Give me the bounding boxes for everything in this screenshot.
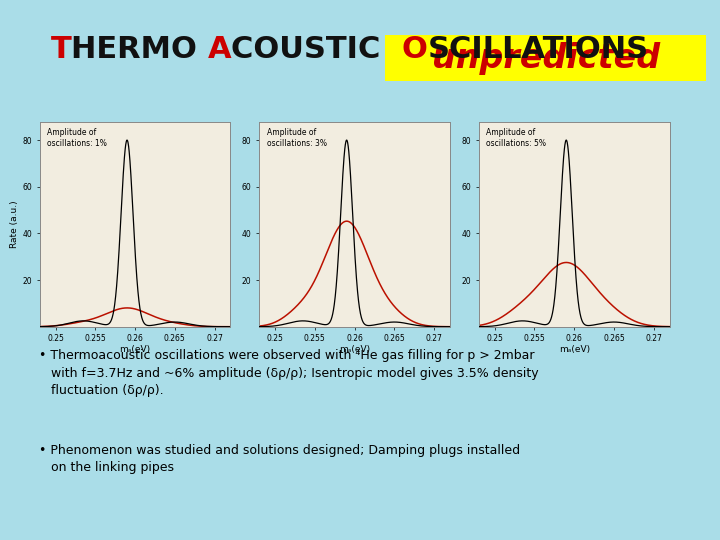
Text: unpredicted: unpredicted [432,42,660,75]
Text: SCILLATIONS: SCILLATIONS [428,35,649,64]
Text: Amplitude of
oscillations: 1%: Amplitude of oscillations: 1% [48,127,107,148]
Text: • Phenomenon was studied and solutions designed; Damping plugs installed
   on t: • Phenomenon was studied and solutions d… [39,443,520,474]
Text: • Thermoacoustic oscillations were observed with ⁴He gas filling for p > 2mbar
 : • Thermoacoustic oscillations were obser… [39,349,539,397]
FancyBboxPatch shape [385,35,706,81]
Text: A: A [207,35,231,64]
X-axis label: mₐ(eV): mₐ(eV) [120,345,150,354]
Text: T: T [50,35,71,64]
Text: Amplitude of
oscillations: 5%: Amplitude of oscillations: 5% [487,127,546,148]
Text: HERMO: HERMO [71,35,207,64]
Text: Amplitude of
oscillations: 3%: Amplitude of oscillations: 3% [267,127,327,148]
Text: O: O [402,35,428,64]
Y-axis label: Rate (a.u.): Rate (a.u.) [10,200,19,248]
X-axis label: mₐ(eV): mₐ(eV) [339,345,370,354]
X-axis label: mₐ(eV): mₐ(eV) [559,345,590,354]
Text: COUSTIC: COUSTIC [231,35,402,64]
